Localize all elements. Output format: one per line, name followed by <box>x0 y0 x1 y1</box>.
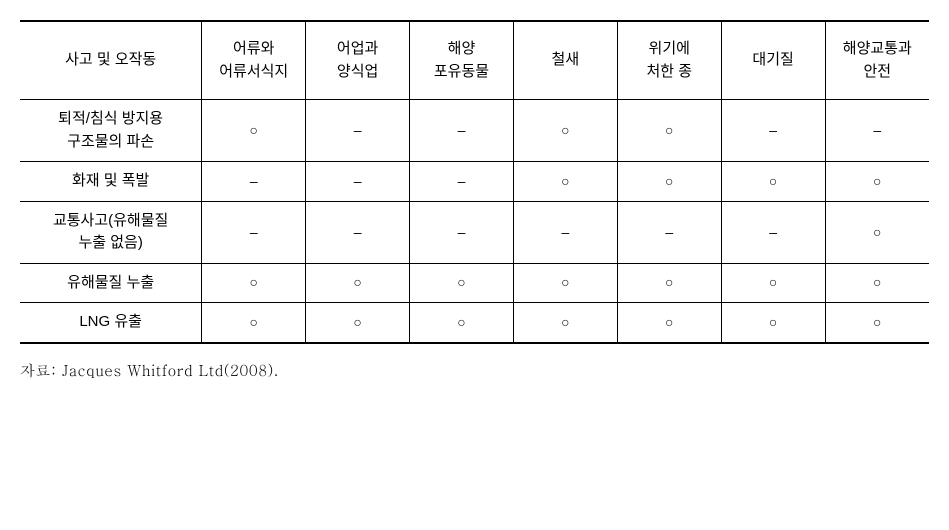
table-cell: ○ <box>410 263 514 303</box>
table-cell: – <box>202 201 306 263</box>
table-row: 교통사고(유해물질누출 없음)––––––○ <box>20 201 929 263</box>
row-label: 퇴적/침식 방지용구조물의 파손 <box>20 100 202 162</box>
table-cell: ○ <box>306 263 410 303</box>
table-cell: ○ <box>825 263 929 303</box>
table-cell: – <box>513 201 617 263</box>
row-label: 유해물질 누출 <box>20 263 202 303</box>
table-cell: – <box>410 162 514 202</box>
table-cell: – <box>721 201 825 263</box>
table-cell: ○ <box>825 201 929 263</box>
table-row: 유해물질 누출○○○○○○○ <box>20 263 929 303</box>
impact-table: 사고 및 오작동 어류와어류서식지 어업과양식업 해양포유동물 철새 위기에처한… <box>20 20 929 344</box>
col-header-5: 위기에처한 종 <box>617 21 721 100</box>
col-header-0: 사고 및 오작동 <box>20 21 202 100</box>
table-cell: – <box>306 162 410 202</box>
table-cell: ○ <box>617 303 721 343</box>
table-cell: ○ <box>202 263 306 303</box>
table-cell: ○ <box>825 303 929 343</box>
table-header-row: 사고 및 오작동 어류와어류서식지 어업과양식업 해양포유동물 철새 위기에처한… <box>20 21 929 100</box>
table-cell: – <box>721 100 825 162</box>
col-header-6: 대기질 <box>721 21 825 100</box>
table-cell: ○ <box>617 263 721 303</box>
col-header-2: 어업과양식업 <box>306 21 410 100</box>
table-cell: ○ <box>513 162 617 202</box>
table-cell: – <box>306 100 410 162</box>
table-cell: ○ <box>513 263 617 303</box>
table-row: 퇴적/침식 방지용구조물의 파손○––○○–– <box>20 100 929 162</box>
table-cell: – <box>410 201 514 263</box>
row-label: 교통사고(유해물질누출 없음) <box>20 201 202 263</box>
col-header-1: 어류와어류서식지 <box>202 21 306 100</box>
col-header-7: 해양교통과안전 <box>825 21 929 100</box>
table-cell: ○ <box>721 263 825 303</box>
table-cell: ○ <box>825 162 929 202</box>
table-row: 화재 및 폭발–––○○○○ <box>20 162 929 202</box>
table-cell: ○ <box>721 162 825 202</box>
table-cell: ○ <box>617 100 721 162</box>
table-body: 퇴적/침식 방지용구조물의 파손○––○○––화재 및 폭발–––○○○○교통사… <box>20 100 929 343</box>
row-label: LNG 유출 <box>20 303 202 343</box>
col-header-3: 해양포유동물 <box>410 21 514 100</box>
source-citation: 자료: Jacques Whitford Ltd(2008). <box>20 360 929 381</box>
table-cell: ○ <box>617 162 721 202</box>
table-cell: ○ <box>721 303 825 343</box>
table-cell: ○ <box>410 303 514 343</box>
table-cell: – <box>410 100 514 162</box>
table-cell: ○ <box>513 100 617 162</box>
table-cell: ○ <box>513 303 617 343</box>
table-cell: ○ <box>202 303 306 343</box>
table-cell: – <box>202 162 306 202</box>
table-cell: – <box>825 100 929 162</box>
table-cell: – <box>617 201 721 263</box>
table-cell: ○ <box>306 303 410 343</box>
table-cell: – <box>306 201 410 263</box>
table-cell: ○ <box>202 100 306 162</box>
col-header-4: 철새 <box>513 21 617 100</box>
row-label: 화재 및 폭발 <box>20 162 202 202</box>
table-row: LNG 유출○○○○○○○ <box>20 303 929 343</box>
